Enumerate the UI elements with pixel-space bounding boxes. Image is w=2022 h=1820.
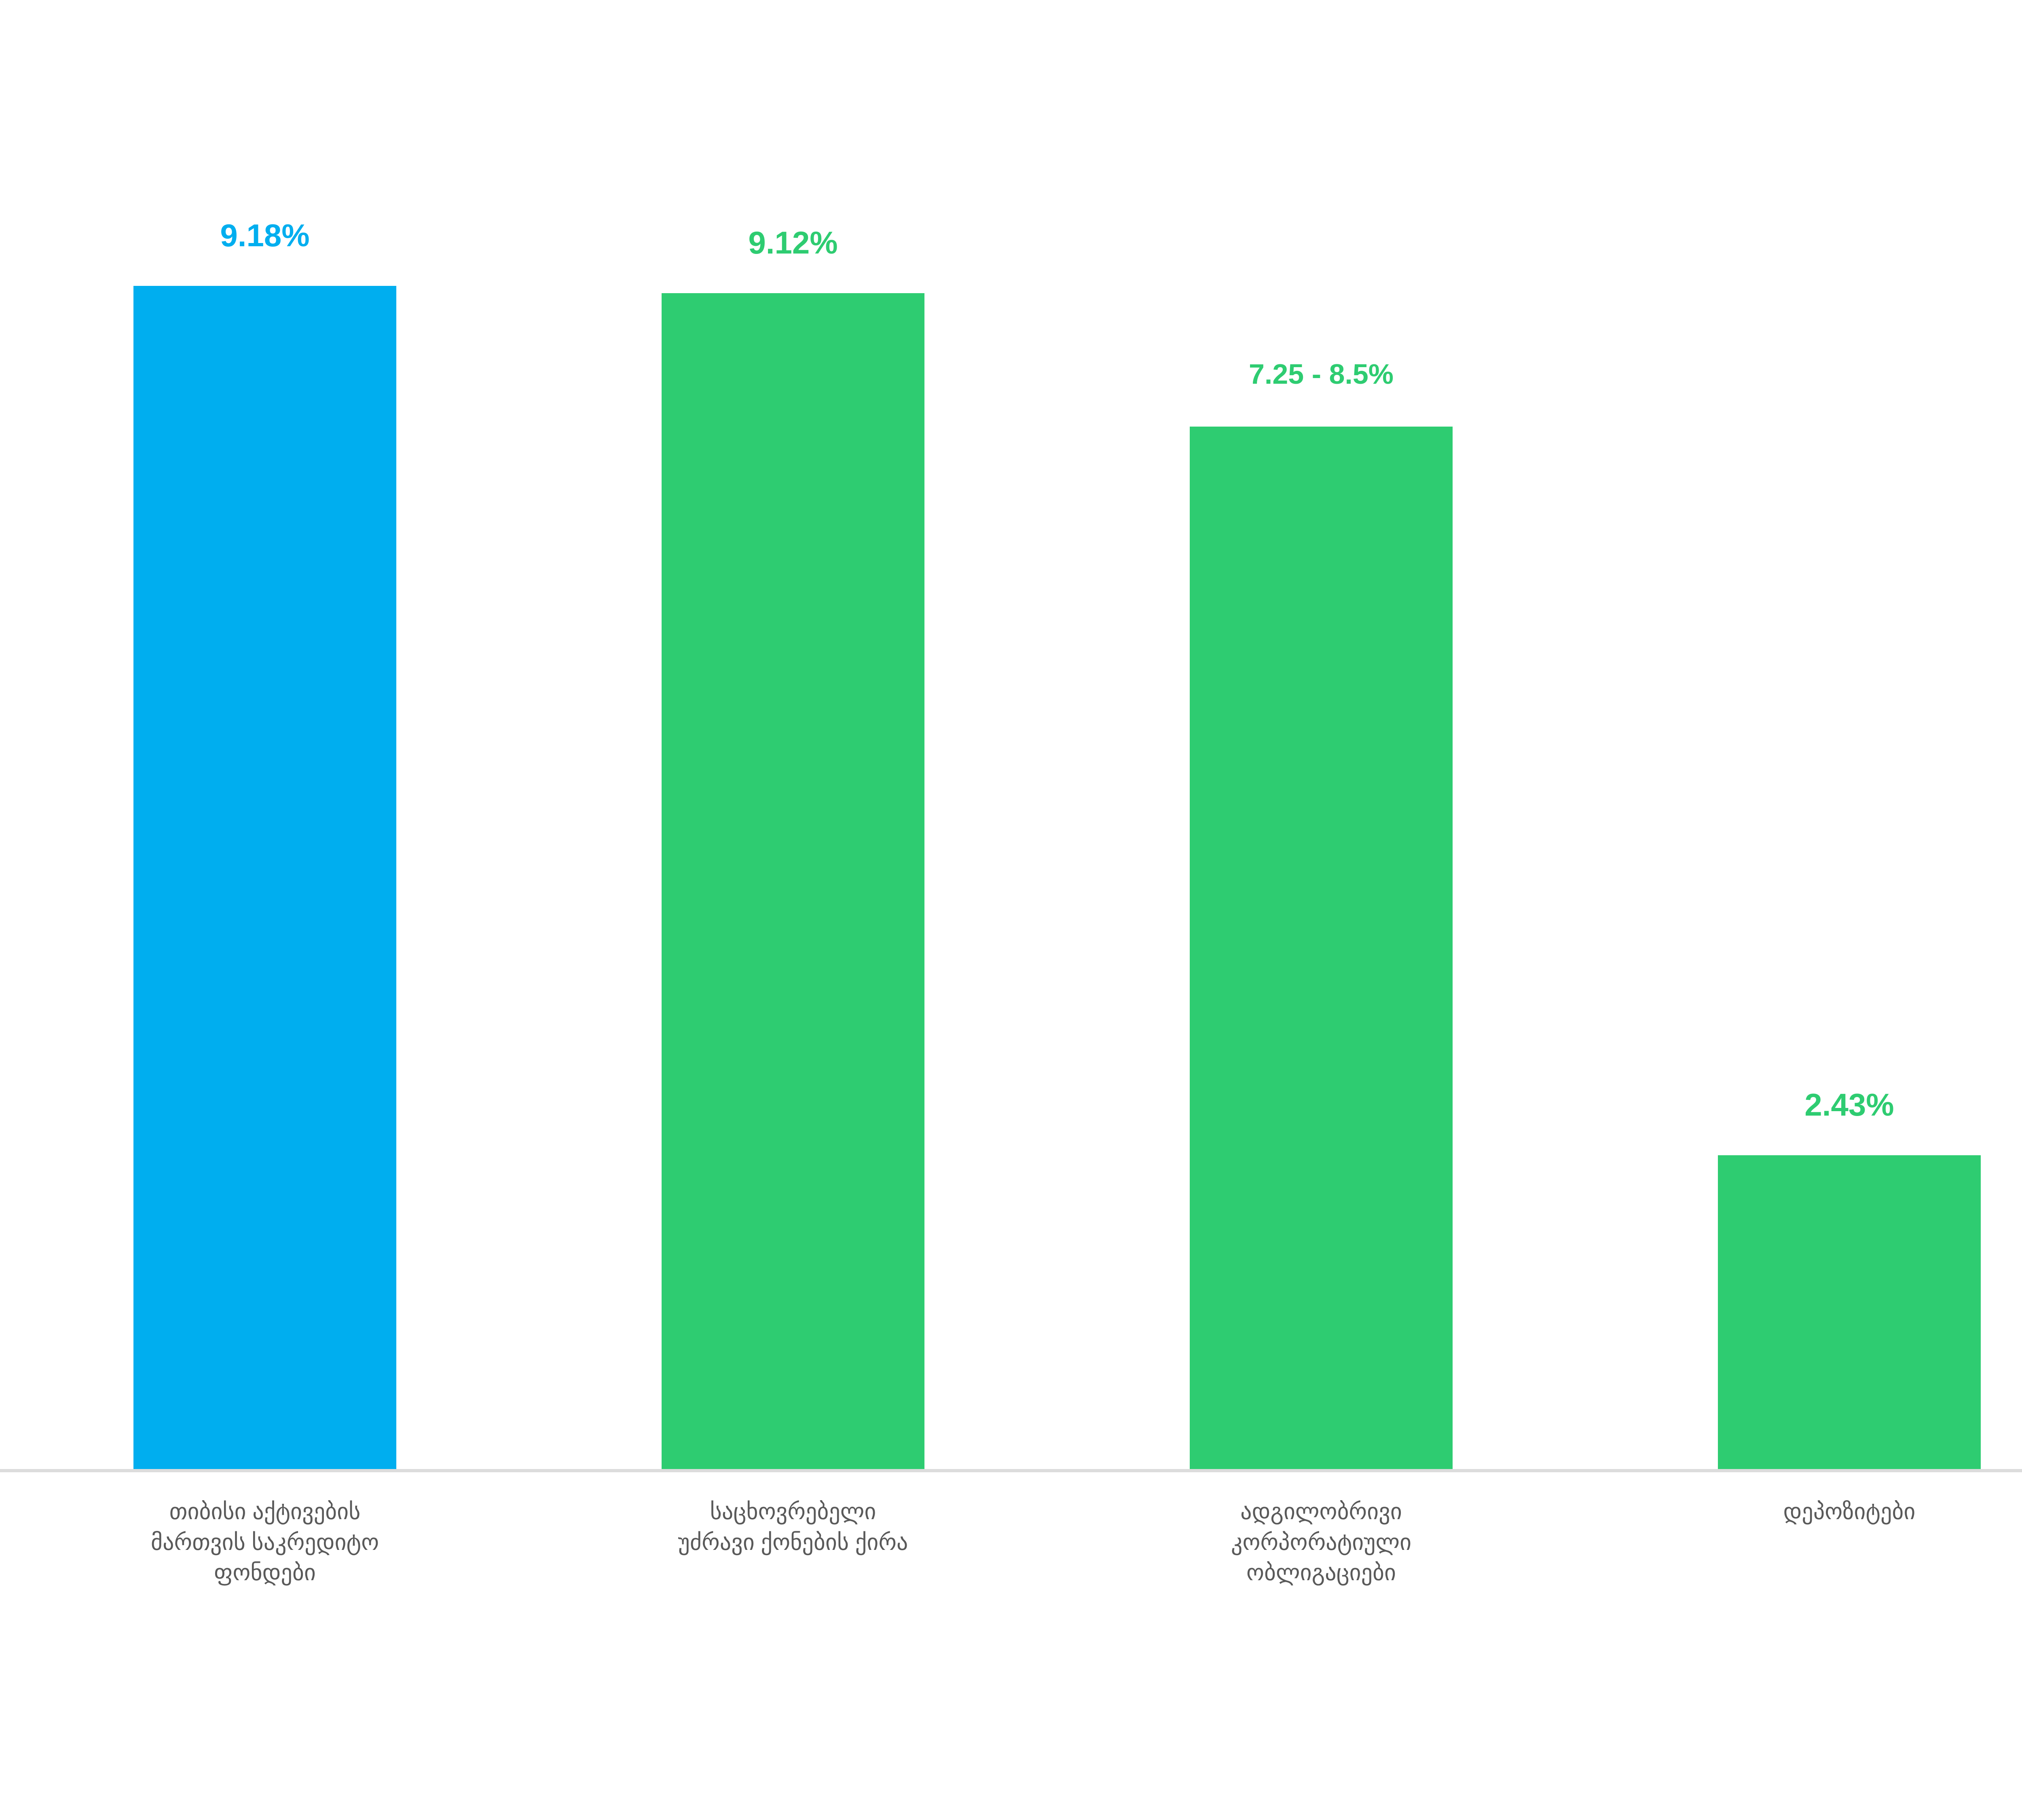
bar-value-3: 7.25 - 8.5%: [1190, 358, 1453, 390]
bar-category-line: თიბისი აქტივების: [83, 1496, 447, 1527]
bar-category-label-3: ადგილობრივი კორპორატიული ობლიგაციები: [1139, 1496, 1503, 1588]
bar-item-4[interactable]: 2.43%: [1718, 1155, 1981, 1469]
bar-category-line: უძრავი ქონების ქირა: [611, 1527, 975, 1558]
x-axis-baseline: [0, 1469, 2022, 1472]
bar-category-label-2: საცხოვრებელი უძრავი ქონების ქირა: [611, 1496, 975, 1557]
bar-item-3[interactable]: 7.25 - 8.5%: [1190, 427, 1453, 1469]
bar-category-label-4: დეპოზიტები: [1667, 1496, 2022, 1527]
bar-category-line: ობლიგაციები: [1139, 1557, 1503, 1588]
bar-item-2[interactable]: 9.12%: [662, 293, 924, 1469]
bar-value-2: 9.12%: [662, 224, 924, 261]
bar-value-1: 9.18%: [133, 217, 396, 254]
bar-category-line: ადგილობრივი: [1139, 1496, 1503, 1527]
bar-category-line: კორპორატიული: [1139, 1527, 1503, 1558]
bar-item-1[interactable]: 9.18%: [133, 286, 396, 1469]
bar-category-line: მართვის საკრედიტო: [83, 1527, 447, 1558]
bar-chart: 9.18% თიბისი აქტივების მართვის საკრედიტო…: [0, 0, 2022, 1820]
bar-category-line: დეპოზიტები: [1667, 1496, 2022, 1527]
plot-area: 9.18% თიბისი აქტივების მართვის საკრედიტო…: [0, 0, 2022, 1820]
bar-category-label-1: თიბისი აქტივების მართვის საკრედიტო ფონდე…: [83, 1496, 447, 1588]
bar-category-line: ფონდები: [83, 1557, 447, 1588]
bar-value-4: 2.43%: [1718, 1087, 1981, 1123]
bar-category-line: საცხოვრებელი: [611, 1496, 975, 1527]
